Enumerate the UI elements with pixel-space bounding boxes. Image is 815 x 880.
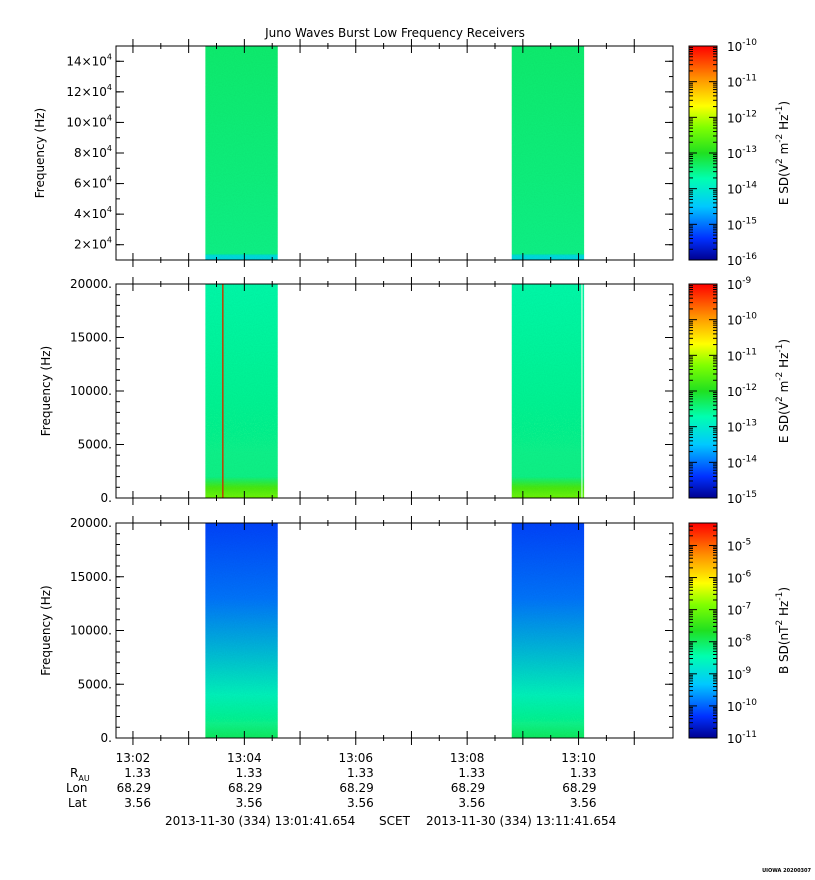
- y-tick-label: 0.: [101, 731, 112, 745]
- y-axis-label: Frequency (Hz): [39, 585, 53, 676]
- colorbar-label: B SD(nT2 Hz-1): [775, 587, 791, 674]
- ephemeris-table: RAU Lon Lat 1.3368.293.561.3368.293.561.…: [66, 766, 597, 810]
- y-axis-label: Frequency (Hz): [33, 108, 47, 199]
- y-tick-label: 15000.: [70, 570, 112, 584]
- footer-stamp: UIOWA 20200307: [762, 868, 811, 874]
- spectrogram-burst: [511, 523, 585, 738]
- x-tick-label: 13:08: [450, 751, 485, 765]
- ephem-lon-value: 68.29: [228, 781, 262, 795]
- colorbar-tick-label: 10-15: [727, 490, 757, 506]
- ephem-label-r: RAU: [70, 766, 90, 783]
- colorbar-tick-label: 10-12: [727, 109, 757, 125]
- interference-line: [222, 284, 224, 498]
- ephem-label-r-sub: AU: [78, 774, 89, 783]
- spectrogram-burst: [205, 284, 278, 498]
- y-tick-label: 10×104: [66, 113, 112, 129]
- colorbar: [688, 522, 718, 739]
- ephem-lon-value: 68.29: [562, 781, 596, 795]
- colorbar-tick-label: 10-16: [727, 252, 757, 268]
- ephem-lat-value: 3.56: [236, 796, 263, 810]
- time-range-start: 2013-11-30 (334) 13:01:41.654: [165, 814, 355, 828]
- ephem-lat-value: 3.56: [347, 796, 374, 810]
- interference-line: [581, 284, 583, 498]
- y-tick-label: 12×104: [66, 83, 112, 99]
- ephem-lon-value: 68.29: [117, 781, 151, 795]
- panel-e-field-low: 0. 5000. 10000. 15000. 20000. Frequency (Hz) 1…: [39, 276, 791, 506]
- x-tick-label: 13:02: [116, 751, 151, 765]
- x-tick-label: 13:10: [561, 751, 596, 765]
- colorbar-label: E SD(V2 m-2 Hz-1): [775, 339, 791, 443]
- colorbar-tick-label: 10-15: [727, 216, 757, 232]
- ephem-r-value: 1.33: [458, 766, 485, 780]
- x-tick-label: 13:04: [227, 751, 262, 765]
- y-tick-label: 6×104: [74, 175, 112, 191]
- colorbar-tick-label: 10-12: [727, 383, 757, 399]
- colorbar-tick-label: 10-9: [727, 666, 752, 682]
- y-tick-label: 14×104: [66, 52, 112, 68]
- time-range: 2013-11-30 (334) 13:01:41.654 SCET 2013-…: [165, 814, 616, 828]
- x-axis-tick-labels: 13:02 13:04 13:06 13:08 13:10: [116, 751, 596, 765]
- chart-title: Juno Waves Burst Low Frequency Receivers: [264, 26, 525, 40]
- colorbar-tick-label: 10-11: [727, 347, 757, 363]
- time-range-end: 2013-11-30 (334) 13:11:41.654: [426, 814, 616, 828]
- spectrogram-burst: [205, 46, 278, 260]
- y-tick-label: 8×104: [74, 144, 112, 160]
- plot-area: [116, 46, 673, 260]
- ephem-lat-value: 3.56: [124, 796, 151, 810]
- colorbar-tick-label: 10-5: [727, 537, 751, 553]
- x-tick-label: 13:06: [338, 751, 373, 765]
- spectrogram-burst: [205, 523, 278, 738]
- time-range-label: SCET: [379, 814, 411, 828]
- y-tick-label: 2×104: [74, 236, 112, 252]
- colorbar-tick-label: 10-11: [727, 74, 757, 90]
- y-tick-label: 5000.: [78, 438, 112, 452]
- ephem-label-lon: Lon: [66, 781, 87, 795]
- colorbar-label: E SD(V2 m-2 Hz-1): [775, 101, 791, 205]
- colorbar-tick-label: 10-13: [727, 419, 757, 435]
- ephem-r-value: 1.33: [347, 766, 374, 780]
- colorbar-tick-label: 10-8: [727, 634, 752, 650]
- y-tick-label: 20000.: [70, 277, 112, 291]
- colorbar-tick-label: 10-11: [727, 730, 757, 746]
- panel-e-field-wide: 2×104 4×104 6×104 8×104 10×104 12×104 14×104 Fr…: [33, 38, 791, 268]
- spectrogram-burst: [511, 46, 585, 260]
- colorbar-tick-label: 10-10: [727, 312, 757, 328]
- colorbar-tick-label: 10-13: [727, 145, 757, 161]
- ephem-label-lat: Lat: [68, 796, 87, 810]
- ephem-lon-value: 68.29: [451, 781, 485, 795]
- colorbar-tick-label: 10-10: [727, 698, 757, 714]
- y-axis-label: Frequency (Hz): [39, 346, 53, 437]
- y-tick-label: 10000.: [70, 624, 112, 638]
- spectrogram-burst: [511, 284, 585, 498]
- colorbar-tick-label: 10-9: [727, 276, 752, 292]
- plot-area: [116, 284, 673, 498]
- panel-b-field: 0. 5000. 10000. 15000. 20000. Frequency (Hz) 1…: [39, 516, 791, 746]
- y-tick-label: 5000.: [78, 677, 112, 691]
- y-tick-label: 20000.: [70, 516, 112, 530]
- ephem-lat-value: 3.56: [570, 796, 597, 810]
- plot-area: [116, 523, 673, 738]
- y-tick-label: 0.: [101, 491, 112, 505]
- ephem-r-value: 1.33: [236, 766, 263, 780]
- ephem-lat-value: 3.56: [458, 796, 485, 810]
- y-tick-label: 4×104: [74, 205, 112, 221]
- ephem-r-value: 1.33: [124, 766, 151, 780]
- ephem-lon-value: 68.29: [339, 781, 373, 795]
- colorbar-tick-label: 10-6: [727, 570, 752, 586]
- colorbar-tick-label: 10-14: [727, 454, 757, 470]
- ephem-r-value: 1.33: [570, 766, 597, 780]
- colorbar-tick-label: 10-14: [727, 181, 757, 197]
- y-tick-label: 15000.: [70, 331, 112, 345]
- colorbar-tick-label: 10-10: [727, 38, 757, 54]
- colorbar-tick-label: 10-7: [727, 602, 751, 618]
- y-tick-label: 10000.: [70, 384, 112, 398]
